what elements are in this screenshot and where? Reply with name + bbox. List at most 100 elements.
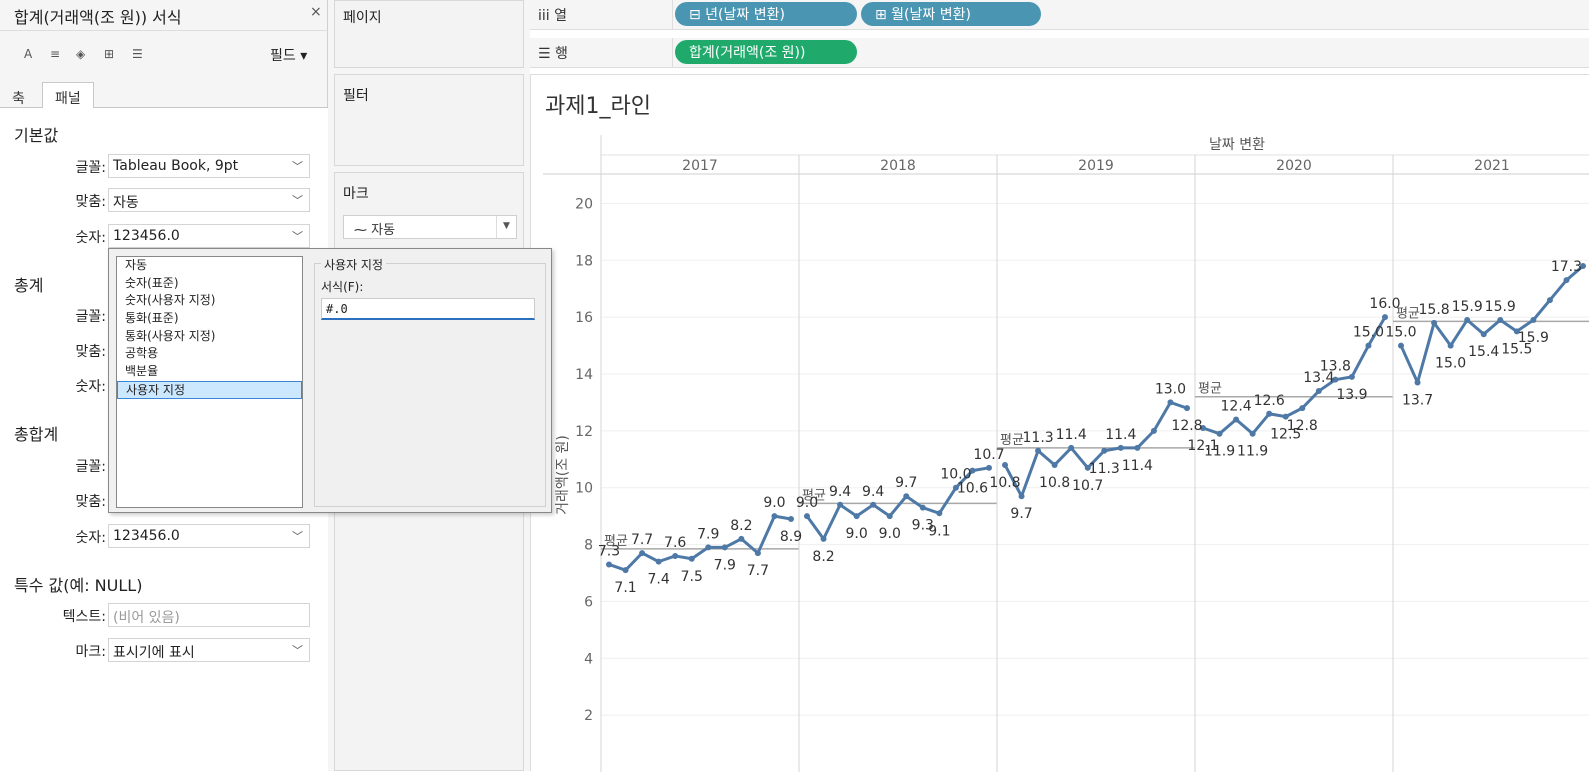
year-header: 2019 [1078,158,1114,174]
data-label: 8.2 [812,549,834,565]
data-label: 13.7 [1402,393,1433,409]
format-type-item[interactable]: 공학용 [125,346,159,361]
format-type-item[interactable]: 숫자(사용자 지정) [125,293,216,308]
data-label: 10.0 [940,467,971,483]
data-label: 16.0 [1369,296,1400,312]
data-point [738,535,745,542]
data-point [903,493,910,500]
special-text-label: 텍스트: [62,609,106,625]
pill-sum-sales[interactable]: 합계(거래액(조 원)) [675,40,857,64]
pages-card[interactable]: 페이지 [334,0,524,68]
chevron-down-icon: ﹀ [292,160,303,173]
y-tick-label: 20 [575,196,593,212]
data-point [1068,444,1075,451]
filters-card[interactable]: 필터 [334,74,524,166]
data-point [1332,376,1339,383]
format-type-item[interactable]: 백분율 [125,364,159,379]
data-label: 9.4 [862,484,884,500]
data-point [1315,388,1322,395]
rows-label: ☰ 행 [538,46,568,62]
series-line-2019 [1003,400,1188,498]
data-label: 7.3 [598,543,620,559]
format-type-item[interactable]: 사용자 지정 [117,380,302,399]
number-select[interactable]: 123456.0 ﹀ [108,224,310,248]
data-point [754,550,761,557]
data-label: 15.9 [1518,330,1549,346]
data-point [1200,425,1206,432]
data-label: 12.8 [1171,418,1202,434]
year-header: 2020 [1276,158,1312,174]
data-label: 15.9 [1452,299,1483,315]
year-header: 2021 [1474,158,1510,174]
pill-month[interactable]: ⊞ 월(날짜 변환) [861,2,1041,26]
special-marks-value: 표시기에 표시 [113,645,195,661]
data-label: 7.9 [714,557,736,573]
data-point [1150,427,1157,434]
data-point [606,561,612,568]
default-heading: 기본값 [14,126,59,145]
data-label: 7.7 [747,563,769,579]
data-label: 9.4 [829,484,851,500]
data-label: 12.5 [1270,427,1301,443]
chevron-down-icon: ﹀ [292,644,303,657]
format-type-item[interactable]: 통화(사용자 지정) [125,328,216,343]
average-label: 평균 [802,488,826,503]
data-point [1002,461,1008,468]
marks-type-select[interactable]: ⁓ 자동 ▼ [343,215,517,239]
font-label: 글꼴: [75,160,106,176]
data-label: 13.9 [1336,387,1367,403]
shading-icon[interactable]: ◈ [76,47,86,61]
y-tick-label: 14 [575,367,593,383]
custom-group-title: 사용자 지정 [321,256,387,273]
fields-dropdown-button[interactable]: 필드 ▾ [270,48,308,64]
chart-layer: 2 4 6 8 10 12 14 16 18 20 2017 평균 2018 평균 2019 평균 2020 평균… [543,135,1589,772]
format-type-item[interactable]: 숫자(표준) [125,275,179,290]
format-field-input[interactable]: #.0 [321,298,535,320]
average-label: 평균 [1000,433,1024,448]
data-point [1299,405,1306,412]
data-label: 15.4 [1468,344,1499,360]
data-label: 10.7 [973,447,1004,463]
columns-label: iii 열 [538,8,567,24]
totals-number-label: 숫자: [75,379,106,395]
year-header: 2018 [880,158,916,174]
data-label: 8.2 [730,518,752,534]
special-marks-select[interactable]: 표시기에 표시 ﹀ [108,638,310,662]
y-tick-label: 6 [584,594,593,610]
tab-axis[interactable]: 축 [12,91,25,107]
data-point [1084,464,1091,471]
alignment-icon[interactable]: ≡ [50,47,61,61]
rows-shelf[interactable]: ☰ 행 합계(거래액(조 원)) [530,38,1589,68]
data-point [952,484,959,491]
marks-type-value: 자동 [371,223,396,238]
grand-totals-number-select[interactable]: 123456.0 ﹀ [108,524,310,548]
grand-totals-alignment-label: 맞춤: [75,494,106,510]
data-label: 7.9 [697,526,719,542]
alignment-select[interactable]: 자동 ﹀ [108,188,310,212]
lines-icon[interactable]: ☰ [132,47,143,61]
font-icon[interactable]: A [24,47,33,61]
special-values-heading: 특수 값(예: NULL) [14,576,143,595]
pill-year[interactable]: ⊟ 년(날짜 변환) [675,2,857,26]
data-label: 17.3 [1551,259,1582,275]
y-tick-label: 12 [575,424,593,440]
data-point [1018,493,1025,500]
special-text-input[interactable]: (비어 있음) [108,603,310,627]
format-type-item[interactable]: 통화(표준) [125,311,179,326]
data-label: 12.1 [1187,438,1218,454]
borders-icon[interactable]: ⊞ [104,47,115,61]
average-label: 평균 [604,534,628,549]
data-point [1282,413,1289,420]
data-point [820,535,827,542]
tab-panel[interactable]: 패널 [42,82,94,109]
data-label: 11.9 [1204,444,1235,460]
format-type-item[interactable]: 자동 [125,258,148,272]
data-point [1447,342,1454,349]
data-point [1497,316,1504,323]
columns-shelf[interactable]: iii 열 ⊟ 년(날짜 변환) ⊞ 월(날짜 변환) [530,0,1589,30]
close-icon[interactable]: × [310,4,322,20]
font-select[interactable]: Tableau Book, 9pt ﹀ [108,154,310,178]
data-label: 9.0 [879,526,901,542]
y-tick-label: 16 [575,310,593,326]
